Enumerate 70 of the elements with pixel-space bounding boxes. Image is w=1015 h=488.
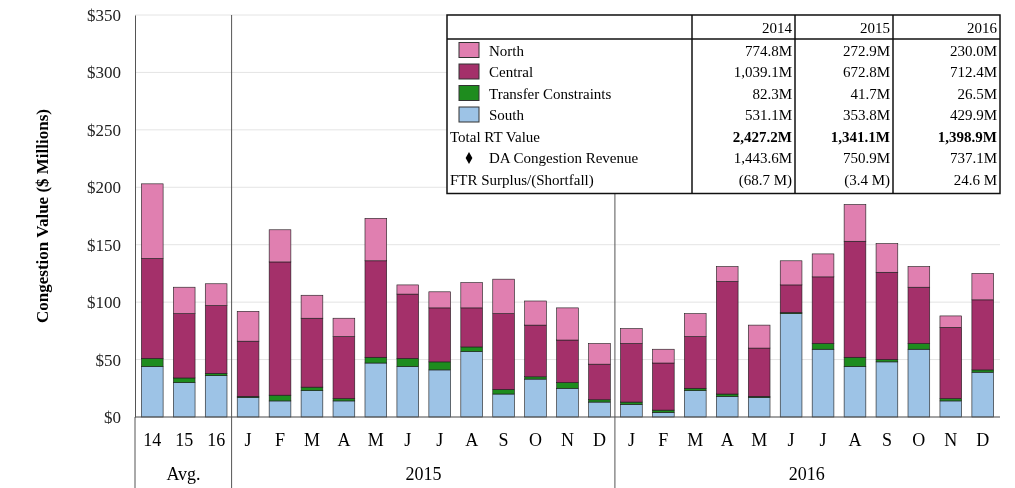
text: 2015 — [405, 464, 442, 484]
annotation: 2014 — [762, 20, 793, 36]
x-tick-label: O — [529, 430, 543, 450]
y-tick-label: $150 — [87, 235, 121, 255]
annotation: 774.8M — [744, 42, 792, 59]
annotation: 2015 — [860, 20, 890, 36]
annotation: 1,443.6M — [733, 150, 792, 166]
text: Avg. — [166, 464, 201, 484]
annotation: 1,341.1M — [830, 128, 890, 145]
text: 2016 — [788, 464, 825, 484]
annotation: DA Congestion Revenue — [489, 150, 639, 166]
y-axis-title: Congestion Value ($ Millions) — [33, 109, 52, 323]
annotation: FTR Surplus/(Shortfall) — [450, 171, 594, 189]
annotation: 672.8M — [842, 64, 890, 80]
y-tick-label: $0 — [104, 407, 121, 427]
x-tick-label: 14 — [143, 430, 162, 450]
annotation: 82.3M — [752, 85, 792, 102]
annotation: 41.7M — [850, 85, 890, 102]
x-tick-label: 15 — [175, 430, 194, 450]
x-tick-label: A — [848, 430, 862, 450]
x-tick-label: O — [912, 430, 926, 450]
x-tick-label: J — [787, 430, 795, 450]
x-tick-label: M — [303, 430, 320, 450]
x-tick-label: M — [751, 430, 768, 450]
x-tick-label: A — [465, 430, 479, 450]
annotation: (68.7 M) — [738, 171, 792, 189]
x-tick-label: F — [275, 430, 286, 450]
x-tick-label: M — [687, 430, 704, 450]
x-tick-label: 16 — [207, 430, 226, 450]
annotation: Total RT Value — [450, 128, 541, 145]
x-tick-label: F — [658, 430, 669, 450]
x-tick-label: J — [404, 430, 412, 450]
x-tick-label: D — [976, 430, 990, 450]
annotation: 429.9M — [949, 107, 997, 123]
annotation: 24.6 M — [953, 171, 997, 188]
annotation: 712.4M — [949, 64, 997, 80]
y-tick-label: $300 — [87, 63, 121, 83]
x-tick-label: J — [627, 430, 635, 450]
legend-label: Central — [489, 64, 534, 80]
annotation: 750.9M — [842, 150, 890, 166]
y-tick-label: $50 — [95, 350, 121, 370]
x-tick-label: J — [436, 430, 444, 450]
legend-label: South — [489, 107, 525, 123]
annotation: 353.8M — [842, 107, 890, 123]
annotation: 1,039.1M — [733, 64, 792, 80]
x-tick-label: J — [819, 430, 827, 450]
y-tick-label: $100 — [87, 293, 121, 313]
annotation: (3.4 M) — [844, 171, 890, 189]
annotation: 230.0M — [949, 42, 997, 59]
annotation: 1,398.9M — [937, 128, 997, 145]
annotation: 2,427.2M — [732, 128, 792, 145]
y-tick-label: $250 — [87, 120, 121, 140]
annotation: 2016 — [967, 20, 998, 36]
y-tick-label: $200 — [87, 178, 121, 198]
x-tick-label: A — [337, 430, 351, 450]
x-tick-label: D — [592, 430, 606, 450]
x-tick-label: N — [944, 430, 958, 450]
legend-label: North — [489, 42, 525, 59]
x-tick-label: J — [244, 430, 252, 450]
x-tick-label: S — [498, 430, 509, 450]
y-tick-label: $350 — [87, 5, 121, 25]
annotation: 272.9M — [842, 42, 890, 59]
annotation: 26.5M — [957, 85, 997, 102]
annotation: 737.1M — [949, 150, 997, 166]
x-tick-label: S — [881, 430, 892, 450]
legend-label: Transfer Constraints — [489, 85, 612, 102]
annotation: 531.1M — [744, 107, 792, 123]
x-tick-label: M — [367, 430, 384, 450]
x-tick-label: N — [561, 430, 574, 450]
x-tick-label: A — [720, 430, 734, 450]
